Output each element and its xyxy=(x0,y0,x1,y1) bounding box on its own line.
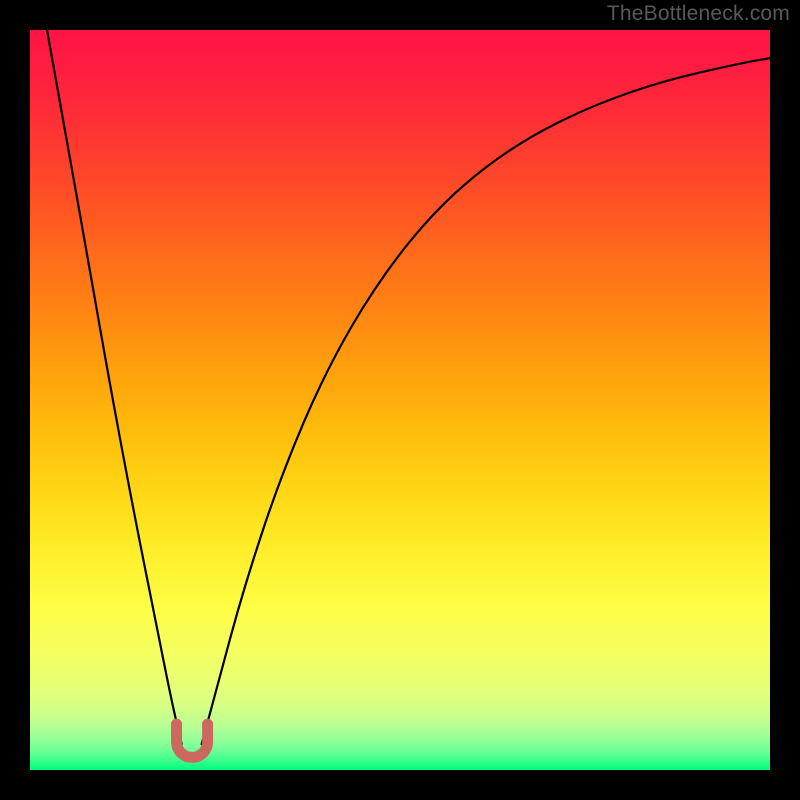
bottleneck-curve-right_branch xyxy=(202,58,770,744)
plot-frame xyxy=(30,30,770,770)
watermark-text: TheBottleneck.com xyxy=(607,2,790,26)
optimal-point-marker xyxy=(177,724,208,757)
bottleneck-curve-left_branch xyxy=(47,30,182,744)
chart-stage: TheBottleneck.com xyxy=(0,0,800,800)
curve-layer xyxy=(30,30,770,770)
